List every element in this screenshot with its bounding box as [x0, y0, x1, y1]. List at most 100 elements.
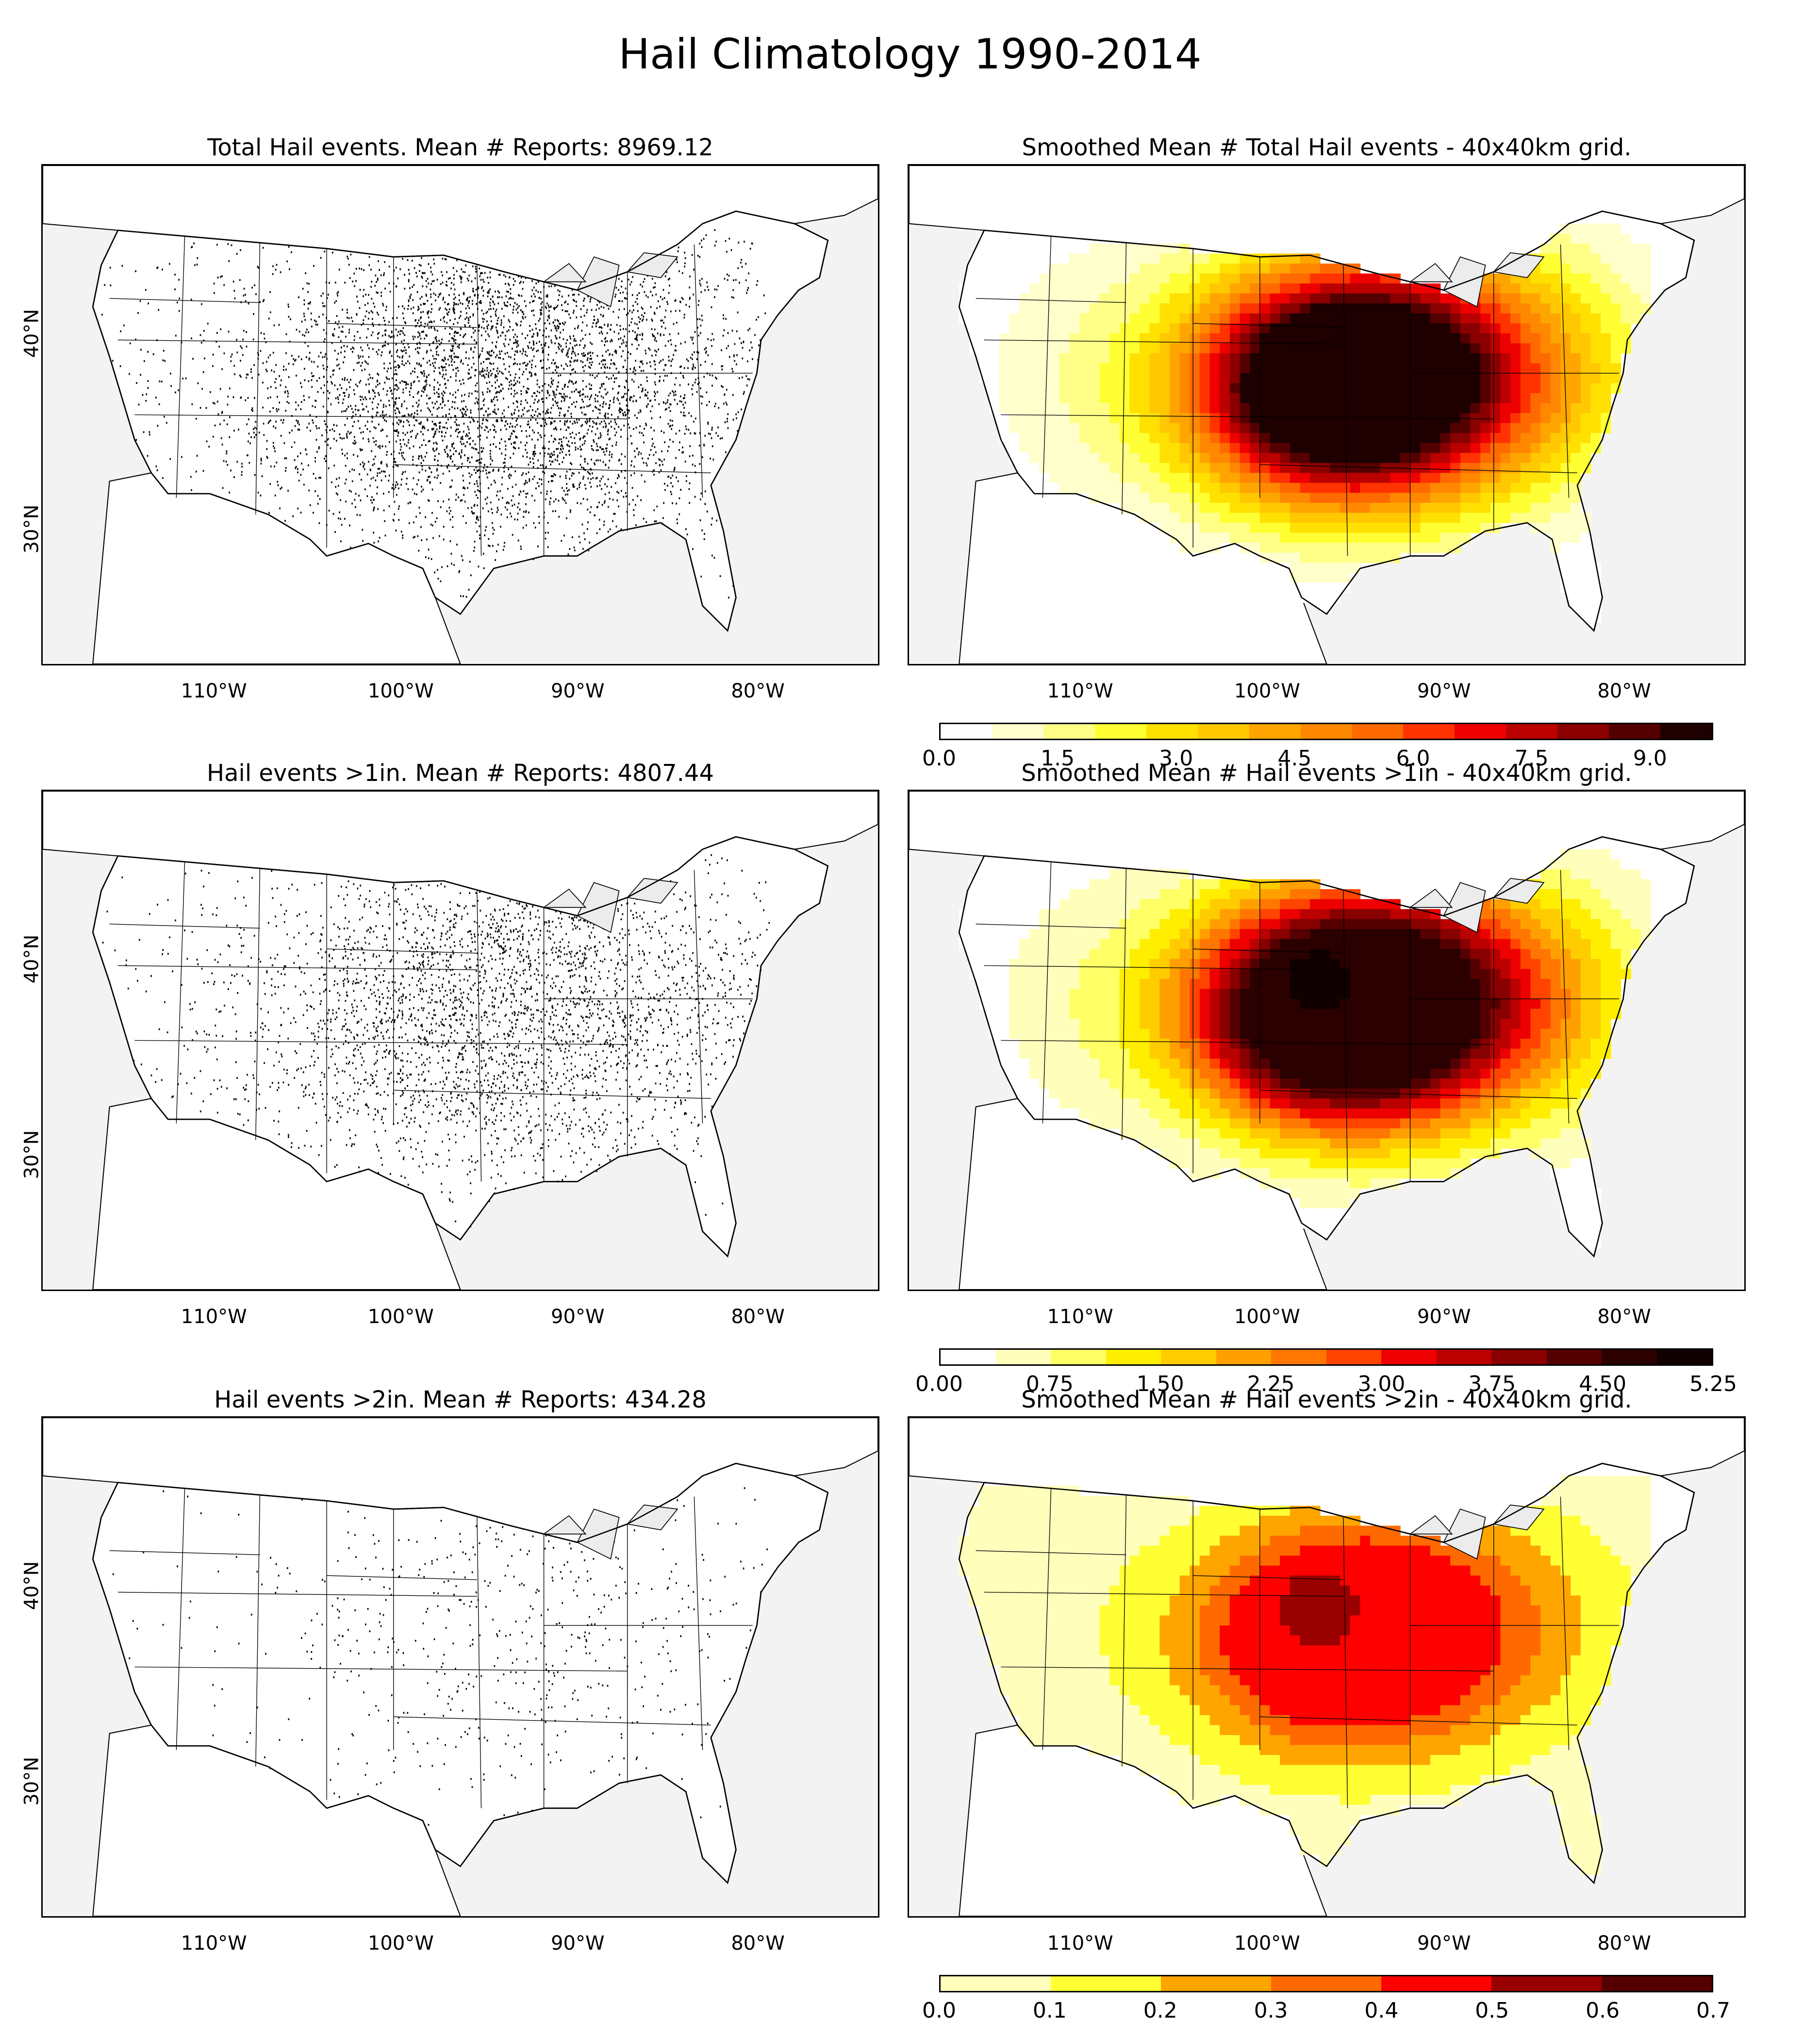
hail-reports-map [41, 164, 879, 665]
state-borders [976, 1488, 1619, 1808]
colorbar-tick-label: 7.5 [1514, 746, 1549, 771]
colorbar-tick-label: 1.50 [1136, 1372, 1184, 1396]
colorbar-tick-label: 0.5 [1475, 1998, 1509, 2023]
longitude-label: 110°W [1047, 1306, 1113, 1328]
colorbar-swatch [1660, 724, 1712, 739]
longitude-label: 80°W [1597, 1932, 1651, 1955]
colorbar-swatch [1271, 1350, 1326, 1364]
great-lake [1493, 252, 1545, 279]
colorbar-swatch [1106, 1350, 1161, 1364]
latitude-label: 40°N [20, 309, 43, 358]
colorbar [939, 1975, 1713, 1992]
colorbar-swatch [1381, 1976, 1491, 1991]
longitude-label: 80°W [731, 1932, 785, 1955]
great-lake [1493, 878, 1545, 904]
smoothed-hail-map [908, 1416, 1746, 1918]
great-lake [1443, 1508, 1486, 1560]
colorbar-swatch [1381, 1350, 1437, 1364]
great-lake [577, 256, 620, 308]
great-lake [1408, 1515, 1453, 1535]
latitude-label: 40°N [20, 1561, 43, 1610]
great-lake [627, 878, 678, 904]
colorbar-swatch [941, 1350, 996, 1364]
panel-title: Smoothed Mean # Hail events >2in - 40x40… [1021, 1386, 1632, 1413]
colorbar-tick-label: 1.5 [1041, 746, 1075, 771]
colorbar-swatch [992, 724, 1043, 739]
colorbar-tick-label: 3.75 [1468, 1372, 1516, 1396]
us-outline [92, 836, 829, 1258]
longitude-label: 110°W [181, 1306, 247, 1328]
longitude-label: 90°W [551, 680, 605, 702]
panel-title: Smoothed Mean # Hail events >1in - 40x40… [1021, 760, 1632, 787]
colorbar-swatch [1491, 1976, 1602, 1991]
longitude-label: 80°W [1597, 680, 1651, 702]
colorbar-tick-label: 0.0 [922, 746, 956, 771]
longitude-label: 90°W [551, 1306, 605, 1328]
latitude-label: 30°N [20, 1130, 43, 1179]
longitude-label: 110°W [181, 680, 247, 702]
great-lake [1443, 256, 1486, 308]
colorbar-swatch [1146, 724, 1198, 739]
state-borders [976, 862, 1619, 1182]
us-outline [92, 210, 829, 632]
colorbar-swatch [1051, 1350, 1106, 1364]
colorbar-swatch [1051, 1976, 1161, 1991]
smoothed-hail-map [908, 164, 1746, 665]
colorbar-tick-label: 0.7 [1696, 1998, 1730, 2023]
colorbar-tick-label: 4.50 [1579, 1372, 1627, 1396]
hail-contours [959, 849, 1652, 1249]
great-lake [577, 1508, 620, 1560]
colorbar-swatch [1161, 1976, 1271, 1991]
colorbar-swatch [1491, 1350, 1547, 1364]
colorbar [939, 723, 1713, 740]
colorbar-tick-label: 3.0 [1159, 746, 1193, 771]
colorbar-swatch [1436, 1350, 1491, 1364]
us-outline [958, 1462, 1695, 1885]
panel-title: Smoothed Mean # Total Hail events - 40x4… [1022, 134, 1632, 161]
colorbar-tick-label: 6.0 [1396, 746, 1430, 771]
great-lake [542, 1515, 587, 1535]
hail-reports-map [41, 1416, 879, 1918]
great-lake [1408, 263, 1453, 282]
colorbar-swatch [1602, 1350, 1657, 1364]
colorbar-tick-label: 9.0 [1633, 746, 1667, 771]
great-lake [1408, 888, 1453, 908]
longitude-label: 100°W [367, 1306, 434, 1328]
longitude-label: 90°W [1417, 1932, 1471, 1955]
longitude-label: 80°W [1597, 1306, 1651, 1328]
colorbar-tick-label: 0.3 [1254, 1998, 1288, 2023]
smoothed-hail-map [908, 790, 1746, 1291]
colorbar-tick-label: 0.75 [1026, 1372, 1074, 1396]
longitude-label: 100°W [367, 680, 434, 702]
great-lake [577, 882, 620, 933]
great-lake [627, 1504, 678, 1531]
state-borders [976, 236, 1619, 556]
colorbar-swatch [1609, 724, 1661, 739]
colorbar-swatch [1656, 1350, 1712, 1364]
longitude-label: 100°W [1234, 680, 1300, 702]
colorbar-swatch [1546, 1350, 1602, 1364]
colorbar-swatch [1352, 724, 1404, 739]
longitude-label: 100°W [1234, 1306, 1300, 1328]
colorbar-tick-label: 3.00 [1357, 1372, 1406, 1396]
great-lake [1443, 882, 1486, 933]
great-lake [542, 888, 587, 908]
colorbar-swatch [1271, 1976, 1381, 1991]
hail-reports-map [41, 790, 879, 1291]
panel-title: Hail events >1in. Mean # Reports: 4807.4… [206, 760, 714, 787]
colorbar-swatch [1216, 1350, 1271, 1364]
us-outline [92, 1462, 829, 1885]
colorbar-swatch [1602, 1976, 1712, 1991]
us-outline [958, 836, 1695, 1258]
longitude-label: 110°W [1047, 680, 1113, 702]
latitude-label: 40°N [20, 934, 43, 984]
colorbar-swatch [1161, 1350, 1216, 1364]
colorbar-tick-label: 0.2 [1143, 1998, 1177, 2023]
colorbar-tick-label: 0.00 [915, 1372, 963, 1396]
colorbar-swatch [941, 724, 992, 739]
colorbar-swatch [1249, 724, 1301, 739]
colorbar-tick-label: 0.0 [922, 1998, 956, 2023]
colorbar-tick-label: 0.1 [1032, 1998, 1067, 2023]
longitude-label: 90°W [1417, 680, 1471, 702]
colorbar-swatch [941, 1976, 1051, 1991]
